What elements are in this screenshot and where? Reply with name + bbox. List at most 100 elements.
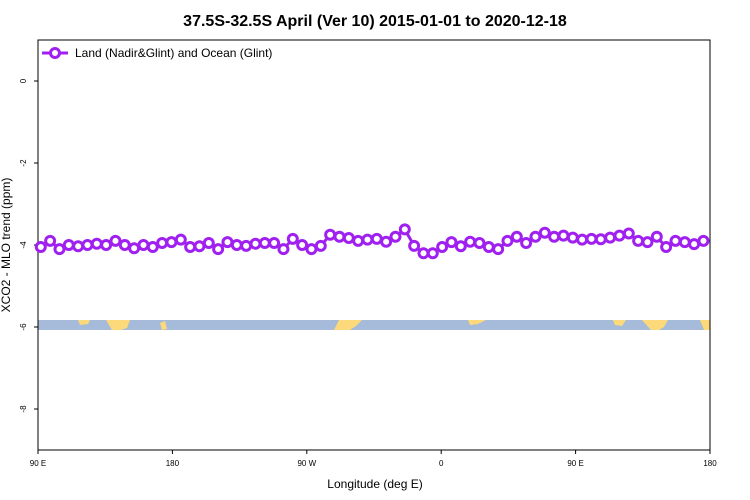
data-point [408, 239, 421, 252]
data-point [53, 243, 66, 256]
data-point [202, 236, 215, 249]
x-axis: 90 E 180 90 W 0 90 E 180 [30, 450, 717, 468]
data-point [417, 247, 430, 260]
land-shape [642, 320, 668, 330]
y-tick-label: -8 [19, 405, 28, 413]
x-tick-label: 180 [703, 459, 717, 468]
land-shape [106, 320, 130, 330]
data-point [380, 235, 393, 248]
data-point [90, 237, 103, 250]
data-point [492, 243, 505, 256]
x-tick-label: 90 W [297, 459, 316, 468]
land-shape [468, 320, 486, 325]
data-point [678, 236, 691, 249]
y-axis-label: XCO2 - MLO trend (ppm) [0, 178, 13, 313]
data-point [520, 236, 533, 249]
data-point [146, 241, 159, 254]
land-shape [334, 320, 362, 330]
data-point [576, 233, 589, 246]
x-tick-label: 180 [166, 459, 180, 468]
x-axis-label: Longitude (deg E) [327, 477, 422, 491]
data-point [165, 236, 178, 249]
data-point [604, 231, 617, 244]
data-point [557, 229, 570, 242]
x-tick-label: 0 [439, 459, 444, 468]
data-point [473, 236, 486, 249]
data-point [221, 236, 234, 249]
data-point [426, 247, 439, 260]
data-point [286, 232, 299, 245]
land-shape [160, 321, 167, 330]
data-point [128, 242, 141, 255]
data-point [193, 240, 206, 253]
data-point [184, 241, 197, 254]
data-point [454, 240, 467, 253]
x-tick-label: 90 E [567, 459, 583, 468]
data-point [361, 233, 374, 246]
data-point [669, 234, 682, 247]
data-point [296, 239, 309, 251]
data-point [109, 234, 122, 247]
data-point [314, 239, 327, 252]
data-point [156, 236, 169, 249]
data-point [174, 233, 187, 246]
data-point [305, 243, 318, 256]
data-point [62, 239, 75, 251]
data-point [650, 230, 663, 243]
data-point [230, 239, 243, 251]
data-point [212, 243, 225, 256]
data-point [370, 232, 383, 245]
data-point [594, 233, 607, 246]
data-point [389, 230, 402, 243]
data-point [529, 230, 542, 243]
data-point [482, 241, 495, 254]
data-point [510, 230, 523, 243]
x-tick-label: 90 E [30, 459, 46, 468]
data-point [44, 234, 57, 247]
data-point [398, 223, 411, 236]
data-point [697, 234, 710, 247]
land-shape [700, 320, 710, 330]
series-layer [34, 223, 710, 260]
data-point [436, 241, 449, 254]
data-point [585, 232, 598, 245]
data-point [324, 228, 337, 241]
data-point [100, 239, 113, 251]
land-shape [613, 320, 626, 326]
y-tick-label: -6 [19, 323, 28, 331]
map-strip [38, 320, 710, 330]
data-point [641, 236, 654, 249]
data-point [268, 236, 281, 249]
land-shape [78, 320, 90, 325]
data-point [632, 234, 645, 247]
data-point [660, 241, 673, 254]
data-point [622, 227, 635, 240]
data-point [445, 236, 458, 249]
legend: Land (Nadir&Glint) and Ocean (Glint) [42, 46, 272, 60]
data-point [34, 241, 47, 254]
data-point [548, 230, 561, 243]
data-point [118, 239, 131, 251]
data-point [333, 230, 346, 243]
data-point [613, 229, 626, 242]
ocean-band [38, 320, 710, 330]
data-point [258, 236, 271, 249]
chart-title: 37.5S-32.5S April (Ver 10) 2015-01-01 to… [183, 13, 567, 30]
data-point [538, 226, 551, 239]
data-point [277, 243, 290, 256]
data-point [240, 239, 253, 252]
data-point [81, 239, 94, 251]
data-point [464, 235, 477, 248]
y-tick-label: -4 [19, 241, 28, 249]
legend-label: Land (Nadir&Glint) and Ocean (Glint) [75, 46, 272, 60]
data-point [352, 234, 365, 247]
data-point [249, 237, 262, 250]
data-point [137, 239, 150, 251]
data-point [342, 232, 355, 245]
y-tick-label: -2 [19, 159, 28, 167]
data-point [72, 240, 85, 253]
legend-marker-swatch [49, 47, 61, 59]
data-point [501, 234, 514, 247]
data-point [566, 231, 579, 244]
